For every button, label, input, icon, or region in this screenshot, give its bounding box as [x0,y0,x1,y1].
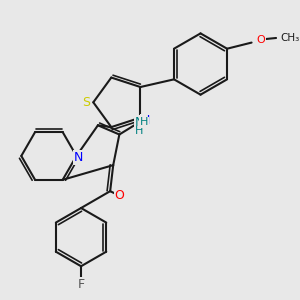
Text: N: N [73,151,83,164]
Text: N: N [135,116,144,129]
Text: O: O [114,189,124,202]
Text: H: H [135,126,143,136]
Text: S: S [82,96,90,109]
Text: H: H [140,117,148,127]
Text: N: N [140,114,150,127]
Text: CH₃: CH₃ [281,33,300,43]
Text: F: F [77,278,85,291]
Text: O: O [256,34,265,44]
